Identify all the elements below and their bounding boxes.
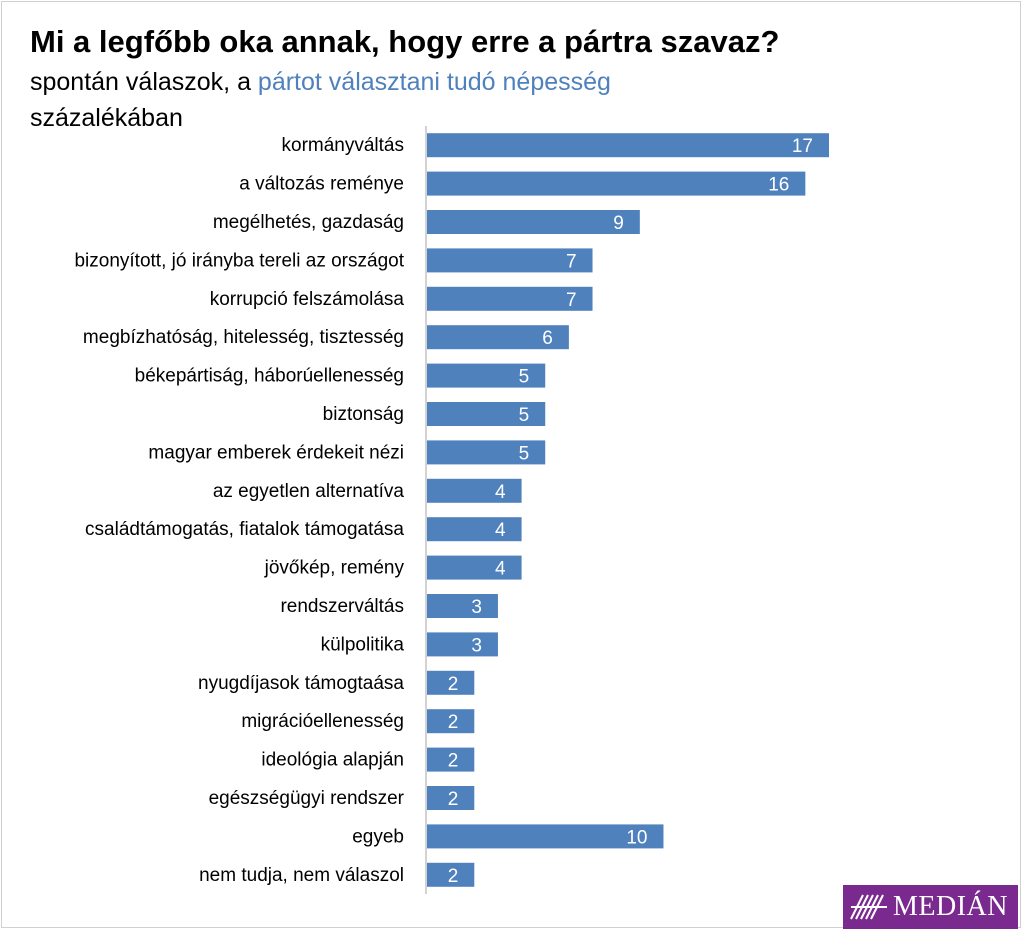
bar <box>427 210 640 234</box>
value-label: 5 <box>519 405 530 426</box>
category-label: megbízhatóság, hitelesség, tisztesség <box>83 327 404 348</box>
bar <box>427 286 593 311</box>
chart-subtitle-line2: százalékában <box>30 104 183 132</box>
bar <box>427 555 522 580</box>
subtitle-highlight: pártot választani tudó népesség <box>257 68 611 96</box>
bar <box>427 594 498 618</box>
category-label: migrációellenesség <box>241 711 404 732</box>
category-label: biztonság <box>323 404 404 425</box>
category-label: magyar emberek érdekeit nézi <box>148 442 404 463</box>
category-label: rendszerváltás <box>280 596 404 617</box>
bar <box>427 363 546 388</box>
category-label: megélhetés, gazdaság <box>213 212 404 233</box>
category-label: jövőkép, remény <box>264 558 405 579</box>
bar <box>427 517 522 542</box>
category-label: ideológia alapján <box>261 750 404 771</box>
value-label: 4 <box>495 482 506 503</box>
category-label: bizonyított, jó irányba tereli az ország… <box>74 250 404 271</box>
value-label: 4 <box>495 559 506 580</box>
bar <box>427 632 498 657</box>
value-label: 7 <box>566 290 577 311</box>
value-label: 6 <box>542 328 553 349</box>
value-label: 2 <box>448 751 459 772</box>
bar <box>427 440 546 465</box>
bar <box>427 670 475 695</box>
value-label: 2 <box>448 674 459 695</box>
value-label: 2 <box>448 712 459 733</box>
value-label: 17 <box>792 136 813 157</box>
value-label: 4 <box>495 520 506 541</box>
category-label: nyugdíjasok támogtaása <box>198 673 404 694</box>
value-label: 9 <box>613 213 624 234</box>
value-label: 3 <box>471 635 482 656</box>
bar <box>427 171 806 196</box>
logo-mark-icon <box>850 894 887 920</box>
bar <box>427 325 569 350</box>
value-label: 2 <box>448 789 459 810</box>
bar <box>427 133 829 158</box>
category-label: nem tudja, nem válaszol <box>199 865 404 886</box>
category-label: külpolitika <box>321 634 405 655</box>
category-label: korrupció felszámolása <box>210 289 405 310</box>
category-label: egyeb <box>352 826 404 847</box>
bar <box>427 824 664 849</box>
bar <box>427 747 475 772</box>
logo-text: MEDIÁN <box>893 891 1008 922</box>
bar <box>427 402 546 426</box>
value-label: 7 <box>566 251 577 272</box>
value-label: 16 <box>768 175 789 196</box>
value-label: 5 <box>519 443 530 464</box>
category-label: békepártiság, háborúellenesség <box>135 366 404 387</box>
bar <box>427 786 475 810</box>
chart-subtitle: spontán válaszok, a pártot választani tu… <box>30 68 611 97</box>
bar <box>427 709 475 734</box>
bar <box>427 862 475 887</box>
category-label: egészségügyi rendszer <box>209 788 405 809</box>
bar <box>427 248 593 273</box>
category-label: az egyetlen alternatíva <box>213 481 405 502</box>
value-label: 3 <box>471 597 482 618</box>
category-label: családtámogatás, fiatalok támogatása <box>85 519 404 540</box>
value-label: 10 <box>626 827 647 848</box>
category-label: a változás reménye <box>239 174 404 195</box>
category-label: kormányváltás <box>282 135 405 156</box>
chart-title: Mi a legfőbb oka annak, hogy erre a párt… <box>30 24 780 59</box>
bar <box>427 478 522 503</box>
median-logo: MEDIÁN <box>843 885 1018 929</box>
value-label: 5 <box>519 367 530 388</box>
subtitle-prefix: spontán válaszok, a <box>30 68 258 96</box>
value-label: 2 <box>448 866 459 887</box>
